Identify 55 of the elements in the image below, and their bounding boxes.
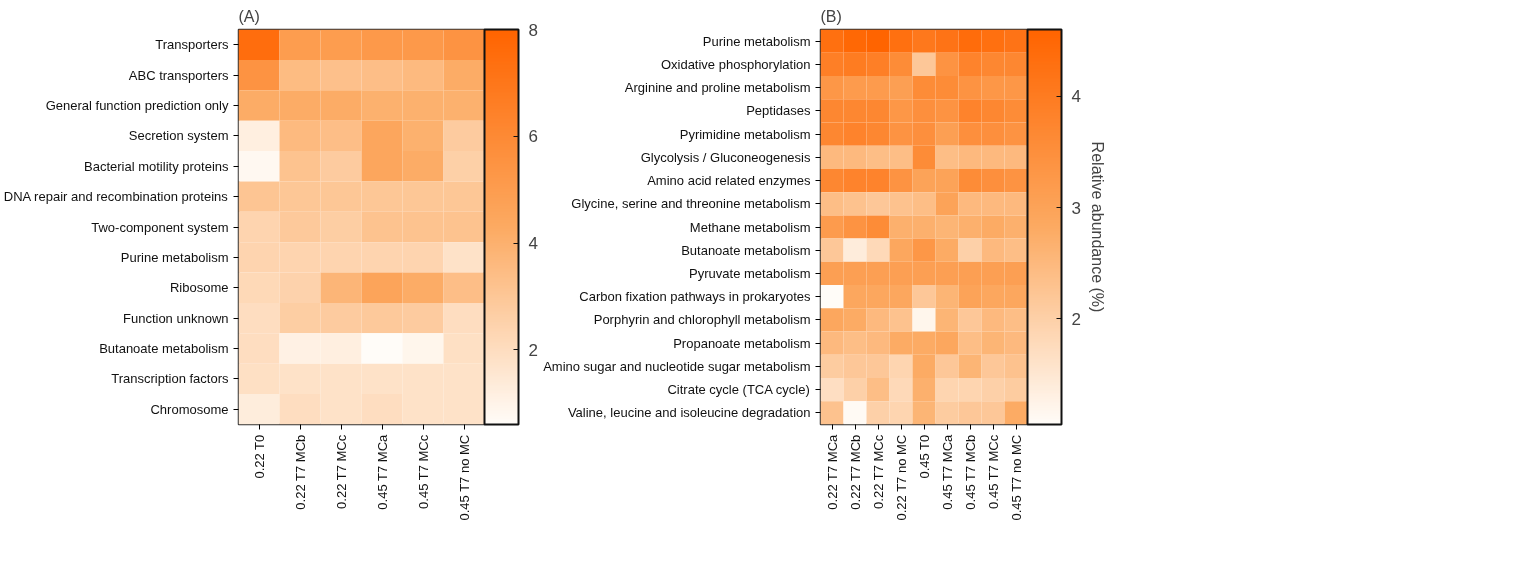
x-tick-label: 0.45 T7 MCa xyxy=(374,433,390,510)
y-tick-label: Function unknown xyxy=(122,310,229,326)
y-tick-label: Secretion system xyxy=(128,128,229,144)
x-tick-label: 0.45 T7 MCb xyxy=(962,434,978,510)
y-tick-label: Bacterial motility proteins xyxy=(84,158,229,174)
x-tick-label: 0.22 T7 MCc xyxy=(333,434,349,509)
y-tick-label: Pyruvate metabolism xyxy=(689,265,811,281)
y-tick-label: Valine, leucine and isoleucine degradation xyxy=(567,405,811,421)
y-tick-label: Pyrimidine metabolism xyxy=(679,126,811,142)
y-tick-label: General function prediction only xyxy=(45,97,229,113)
y-tick-label: Transporters xyxy=(155,37,229,53)
x-tick-label: 0.22 T0 xyxy=(251,434,267,479)
y-tick-label: Methane metabolism xyxy=(689,219,811,235)
y-tick-label: Glycine, serine and threonine metabolism xyxy=(571,196,811,212)
x-tick-label: 0.45 T7 no MC xyxy=(1008,434,1024,521)
x-tick-label: 0.22 T7 MCa xyxy=(824,433,840,510)
y-tick-label: ABC transporters xyxy=(128,67,229,83)
y-tick-label: Peptidases xyxy=(746,103,811,119)
x-tick-label: 0.22 T7 no MC xyxy=(893,434,909,521)
y-tick-label: Purine metabolism xyxy=(702,33,811,49)
y-tick-label: Two-component system xyxy=(91,219,229,235)
y-tick-label: Butanoate metabolism xyxy=(99,341,229,357)
y-tick-label: Ribosome xyxy=(169,280,229,296)
color-bar-label: 2 xyxy=(528,340,538,360)
y-tick-label: DNA repair and recombination proteins xyxy=(3,189,229,205)
chart-title: (A) xyxy=(238,7,260,25)
y-tick-label: Oxidative phosphorylation xyxy=(660,56,811,72)
color-bar-label: 4 xyxy=(1071,87,1081,107)
chart-title: (B) xyxy=(820,7,842,25)
y-tick-label: Butanoate metabolism xyxy=(681,242,811,258)
y-tick-label: Transcription factors xyxy=(111,371,229,387)
y-tick-label: Porphyrin and chlorophyll metabolism xyxy=(593,312,811,328)
color-bar-label: 8 xyxy=(528,20,538,40)
y-tick-label: Citrate cycle (TCA cycle) xyxy=(667,382,810,398)
color-bar-title: Relative abundance (%) xyxy=(1088,141,1106,313)
color-bar-label: 3 xyxy=(1071,198,1081,218)
x-tick-label: 0.45 T7 no MC xyxy=(456,434,472,521)
y-tick-label: Carbon fixation pathways in prokaryotes xyxy=(579,289,811,305)
x-tick-label: 0.45 T7 MCa xyxy=(939,433,955,510)
color-bar-label: 2 xyxy=(1071,309,1081,329)
x-tick-label: 0.45 T7 MCc xyxy=(985,434,1001,509)
color-bar-label: 4 xyxy=(528,234,538,254)
x-tick-label: 0.45 T7 MCc xyxy=(415,434,431,509)
y-tick-label: Amino sugar and nucleotide sugar metabolism xyxy=(543,358,811,374)
y-tick-label: Arginine and proline metabolism xyxy=(624,80,811,96)
y-tick-label: Chromosome xyxy=(150,401,229,417)
y-tick-label: Purine metabolism xyxy=(120,249,229,265)
y-tick-label: Amino acid related enzymes xyxy=(647,173,811,189)
color-bar-label: 6 xyxy=(528,127,538,147)
x-tick-label: 0.22 T7 MCb xyxy=(292,434,308,510)
y-tick-label: Glycolysis / Gluconeogenesis xyxy=(640,149,811,165)
x-tick-label: 0.22 T7 MCc xyxy=(870,434,886,509)
x-tick-label: 0.45 T0 xyxy=(916,434,932,479)
x-tick-label: 0.22 T7 MCb xyxy=(847,434,863,510)
y-tick-label: Propanoate metabolism xyxy=(673,335,811,351)
